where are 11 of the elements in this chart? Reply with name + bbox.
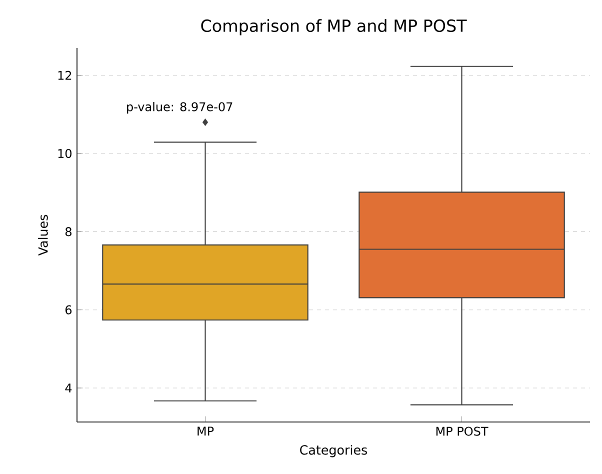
y-tick-label: 6 — [65, 305, 72, 314]
y-tick-label: 4 — [65, 384, 72, 392]
x-axis-title: Categories — [300, 444, 368, 458]
annotation: p-value: 8.97e-07 — [127, 102, 232, 114]
x-tick-label: MP — [198, 426, 214, 436]
y-tick-label: 10 — [58, 148, 72, 158]
chart-title: Comparison of MP and MP POST — [201, 19, 467, 36]
y-axis-title: Values — [38, 214, 48, 256]
x-tick-label: MP POST — [436, 426, 488, 436]
y-tick-label: 12 — [58, 70, 72, 80]
y-tick-label: 8 — [65, 227, 72, 236]
